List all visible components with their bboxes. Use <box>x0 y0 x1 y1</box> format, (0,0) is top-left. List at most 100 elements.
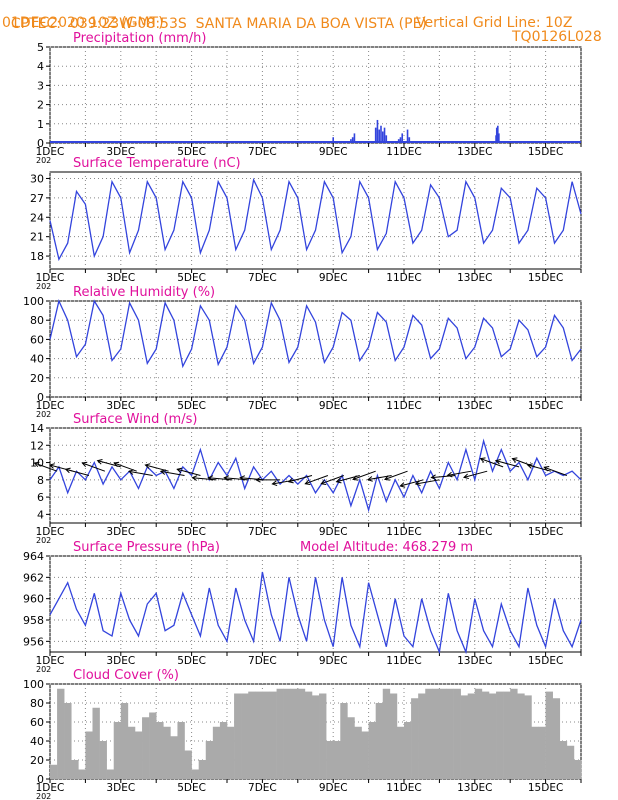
temp-frame <box>49 171 582 270</box>
cloud-bar <box>396 726 405 779</box>
wind-arrow-head <box>446 471 453 478</box>
pres-ytick-label: 962 <box>23 571 44 584</box>
cloud-bar <box>467 693 476 779</box>
pres-xtick-label: 15DEC <box>528 655 563 667</box>
cloud-bar <box>517 693 525 779</box>
wind-xtick-label: 7DEC <box>248 526 277 538</box>
cloud-ytick-label: 40 <box>30 735 44 748</box>
pres-annotation: Model Altitude: 468.279 m <box>300 540 473 555</box>
cloud-bar <box>248 691 256 779</box>
rh-title: Relative Humidity (%) <box>73 285 215 300</box>
cloud-xtick-label: 9DEC <box>319 782 348 794</box>
precip-bar <box>401 133 404 143</box>
wind-arrow-head <box>96 458 103 465</box>
precip-xtick-label: 5DEC <box>177 146 206 158</box>
cloud-bar <box>241 693 249 779</box>
header-source: CPTEC: <box>10 16 62 32</box>
pres-series-line <box>49 571 582 655</box>
rh-frame <box>49 300 582 398</box>
cloud-ytick-label: 100 <box>23 678 44 691</box>
header-grid-note: Vertical Grid Line: 10Z <box>416 15 573 31</box>
temp-xtick-label: 1DEC <box>36 272 65 284</box>
wind-series-line <box>49 438 582 513</box>
cloud-xtick-label: 11DEC <box>386 782 421 794</box>
cloud-bar <box>64 703 72 779</box>
cloud-xtick-label: 7DEC <box>248 782 277 794</box>
cloud-bar <box>573 760 582 779</box>
precip-bar <box>406 129 409 143</box>
cloud-bar <box>106 769 115 779</box>
cloud-bar <box>326 741 334 779</box>
rh-xtick-label: 15DEC <box>528 400 563 412</box>
wind-frame <box>49 427 582 524</box>
cloud-bar <box>227 726 235 779</box>
cloud-bar <box>85 731 93 779</box>
temp-xtick-label: 7DEC <box>248 272 277 284</box>
header-location: SANTA MARIA DA BOA VISTA (PE) <box>195 16 427 32</box>
precip-xtick-label: 3DEC <box>106 146 135 158</box>
header-coords: 039:23W-08:53S <box>69 16 187 32</box>
precip-xtick-label: 11DEC <box>386 146 421 158</box>
pres-xtick-label: 7DEC <box>248 655 277 667</box>
wind-xtick-label: 9DEC <box>319 526 348 538</box>
rh-ytick-label: 20 <box>30 372 44 385</box>
wind-arrow-head <box>414 480 421 487</box>
cloud-bar <box>276 688 284 779</box>
cloud-bar <box>481 691 490 779</box>
cloud-bar <box>156 722 164 779</box>
header-model-code: TQ0126L028 <box>512 29 602 45</box>
precip-xtick-label: 1DEC <box>36 146 65 158</box>
precip-bar <box>381 131 384 143</box>
precip-bar <box>498 133 500 143</box>
precip-bar <box>378 129 381 143</box>
cloud-bar <box>50 764 58 779</box>
cloud-xtick-label: 1DEC <box>36 782 65 794</box>
cloud-bar <box>134 731 143 779</box>
wind-ytick-label: 6 <box>37 491 44 504</box>
precip-ytick-label: 3 <box>37 79 44 92</box>
cloud-xtick-label: 3DEC <box>106 782 135 794</box>
header-line-1: CPTEC: 039:23W-08:53S SANTA MARIA DA BOA… <box>2 2 427 32</box>
temp-ytick-label: 27 <box>30 192 44 205</box>
cloud-bar <box>389 693 398 779</box>
precip-bar <box>374 127 377 143</box>
precip-bar <box>497 125 499 143</box>
precip-title: Precipitation (mm/h) <box>73 31 206 46</box>
wind-arrow-head <box>223 475 230 481</box>
cloud-bar <box>262 691 270 779</box>
temp-ytick-label: 18 <box>30 250 44 263</box>
cloud-bar <box>234 693 242 779</box>
cloud-bar <box>538 726 546 779</box>
wind-arrow <box>208 477 233 481</box>
cloud-bar <box>552 698 561 779</box>
wind-arrow-head <box>304 479 311 485</box>
precip-xtick-label: 7DEC <box>248 146 277 158</box>
rh-xtick-label: 7DEC <box>248 400 277 412</box>
temp-xtick-label: 11DEC <box>386 272 421 284</box>
precip-bar <box>399 137 402 143</box>
cloud-bar <box>368 722 376 779</box>
cloud-bar <box>319 693 327 779</box>
pres-ytick-label: 958 <box>23 614 44 627</box>
wind-ytick-label: 8 <box>37 474 44 487</box>
rh-xtick-label: 1DEC <box>36 400 65 412</box>
wind-arrow <box>128 470 153 476</box>
rh-xtick-label: 9DEC <box>319 400 348 412</box>
cloud-bar <box>290 688 299 779</box>
precip-frame <box>49 46 582 144</box>
precip-bar <box>385 135 388 143</box>
wind-arrow-head <box>384 475 391 481</box>
cloud-bar <box>163 726 171 779</box>
wind-arrow <box>224 477 249 481</box>
cloud-bar <box>510 688 518 779</box>
precip-bar <box>380 125 382 143</box>
rh-ytick-label: 100 <box>23 295 44 308</box>
wind-xtick-label: 13DEC <box>457 526 492 538</box>
wind-arrow <box>192 477 217 481</box>
temp-xtick-label: 9DEC <box>319 272 348 284</box>
cloud-xtick-label: 13DEC <box>457 782 492 794</box>
temp-xtick-label: 5DEC <box>177 272 206 284</box>
wind-xtick-label: 5DEC <box>177 526 206 538</box>
cloud-bar <box>496 691 504 779</box>
wind-arrow-head <box>33 461 40 468</box>
